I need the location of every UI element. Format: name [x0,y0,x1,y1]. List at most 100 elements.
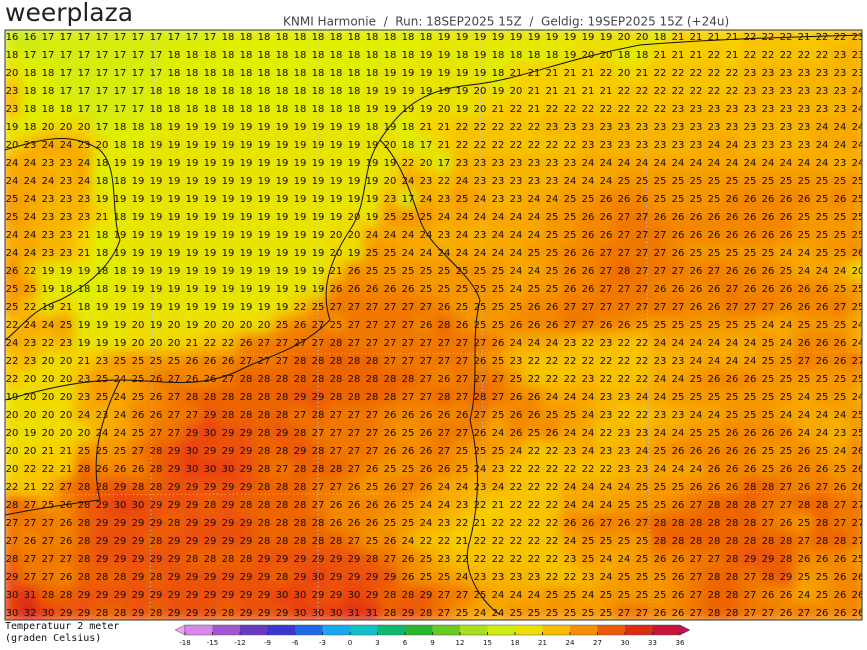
temp-label: 24 [6,176,19,187]
temp-label: 28 [402,374,415,385]
temp-label: 26 [132,464,145,475]
temp-label: 24 [420,230,433,241]
logo[interactable]: weerplaza [5,0,133,27]
temp-label: 27 [564,320,577,331]
temp-label: 24 [438,212,451,223]
temp-label: 17 [150,68,163,79]
temp-label: 26 [438,374,451,385]
temp-label: 19 [114,194,127,205]
temp-label: 28 [42,590,55,601]
temp-label: 19 [258,194,271,205]
temp-label: 25 [492,356,505,367]
temp-label: 27 [636,608,649,619]
temp-label: 25 [816,572,829,583]
temp-label: 28 [78,518,91,529]
temp-label: 30 [42,608,55,619]
temp-label: 22 [24,266,37,277]
temp-label: 29 [222,536,235,547]
temp-label: 25 [816,320,829,331]
temp-label: 26 [654,212,667,223]
temp-cell [416,117,436,137]
temp-label: 30 [348,590,361,601]
temp-cell [452,99,472,119]
colorbar-segment [212,625,241,635]
temp-label: 23 [564,122,577,133]
temp-label: 19 [258,140,271,151]
temp-label: 27 [42,572,55,583]
temp-label: 29 [258,590,271,601]
temp-label: 20 [618,32,631,43]
temp-label: 25 [42,500,55,511]
temp-label: 19 [348,158,361,169]
temp-label: 19 [96,320,109,331]
temp-label: 19 [312,284,325,295]
temp-cell [236,63,256,83]
temp-label: 19 [240,248,253,259]
temp-label: 17 [168,32,181,43]
temp-label: 18 [258,104,271,115]
temp-label: 27 [276,338,289,349]
temp-label: 28 [96,572,109,583]
temp-label: 23 [546,176,559,187]
temp-label: 25 [816,590,829,601]
temp-label: 25 [636,536,649,547]
temp-cell [632,99,652,119]
temp-label: 25 [492,446,505,457]
temp-cell [524,81,544,101]
temp-label: 24 [816,410,829,421]
temp-label: 25 [834,464,847,475]
temp-cell [722,81,742,101]
temp-label: 24 [654,338,667,349]
temp-label: 22 [204,338,217,349]
temp-label: 29 [60,608,73,619]
temp-label: 28 [258,428,271,439]
temp-label: 27 [474,338,487,349]
temp-label: 29 [240,608,253,619]
temp-label: 19 [204,284,217,295]
temp-label: 27 [618,212,631,223]
temp-cell [848,30,862,47]
temp-cell [452,81,472,101]
temp-label: 22 [528,122,541,133]
temp-label: 19 [186,248,199,259]
temp-label: 29 [276,608,289,619]
temp-label: 26 [726,482,739,493]
temp-cell [254,81,274,101]
temp-label: 20 [96,140,109,151]
temp-label: 18 [348,68,361,79]
temp-label: 17 [114,86,127,97]
temp-label: 21 [600,86,613,97]
temp-label: 21 [528,104,541,115]
temp-label: 28 [240,500,253,511]
temp-label: 19 [528,32,541,43]
temp-label: 25 [600,608,613,619]
temp-label: 25 [798,374,811,385]
temp-label: 22 [528,374,541,385]
temp-label: 24 [690,356,703,367]
temp-label: 27 [6,536,19,547]
temp-label: 28 [276,410,289,421]
temp-label: 19 [114,230,127,241]
temp-label: 27 [402,320,415,331]
temp-label: 25 [384,464,397,475]
temp-label: 24 [24,212,37,223]
temp-label: 29 [240,464,253,475]
temp-cell [650,45,670,65]
temp-label: 19 [168,248,181,259]
temp-label: 25 [60,320,73,331]
temp-label: 27 [150,428,163,439]
temp-label: 23 [510,158,523,169]
temp-cell [416,63,436,83]
temp-label: 27 [366,320,379,331]
temp-label: 29 [276,428,289,439]
temp-label: 18 [114,266,127,277]
temp-label: 26 [366,518,379,529]
temp-cell [236,135,256,155]
temp-label: 25 [762,392,775,403]
temp-label: 19 [276,158,289,169]
temp-label: 29 [132,518,145,529]
temp-label: 23 [42,212,55,223]
temp-label: 27 [456,428,469,439]
temp-cell [218,30,238,47]
temp-label: 27 [420,392,433,403]
